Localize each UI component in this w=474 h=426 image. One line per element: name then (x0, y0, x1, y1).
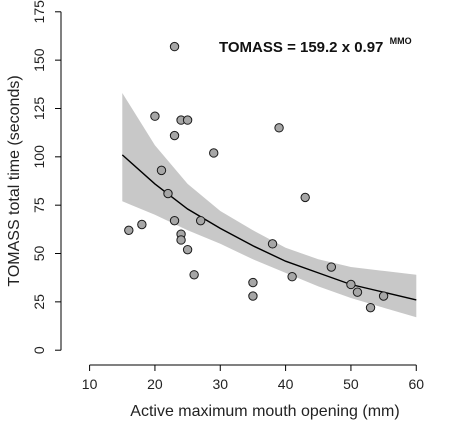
confidence-band-layer (122, 93, 417, 318)
x-axis-title: Active maximum mouth opening (mm) (130, 403, 399, 420)
y-tick-label: 125 (31, 97, 47, 121)
data-point (169, 215, 180, 226)
data-point (346, 279, 356, 290)
data-point (176, 235, 186, 245)
y-axis-title: TOMASS total time (seconds) (6, 75, 23, 286)
x-tick-label: 20 (147, 376, 163, 392)
model-formula-text: TOMASS = 159.2 x 0.97 (219, 39, 383, 56)
data-point (365, 302, 376, 313)
y-tick-label: 0 (31, 346, 47, 354)
data-point (124, 225, 134, 236)
data-point (248, 291, 258, 301)
data-point (300, 192, 310, 203)
data-point (195, 215, 206, 226)
data-point (326, 262, 337, 272)
x-tick-label: 10 (82, 376, 98, 392)
y-tick-label: 100 (31, 145, 47, 169)
data-point (189, 270, 199, 280)
model-formula-annotation: TOMASS = 159.2 x 0.97 MMO (219, 36, 412, 56)
x-tick-label: 40 (278, 376, 294, 392)
data-point (182, 244, 193, 255)
data-point (182, 115, 193, 125)
data-points-layer (124, 41, 389, 313)
x-tick-label: 60 (408, 376, 424, 392)
data-point (169, 41, 180, 52)
data-point (137, 219, 147, 230)
data-point (274, 123, 284, 133)
model-formula-superscript: MMO (390, 36, 412, 46)
axes-layer: 0 25 50 75 100 125 150 175 10 20 30 40 50 60 (31, 0, 424, 392)
data-point (209, 148, 219, 158)
y-tick-label: 150 (31, 48, 47, 72)
data-point (267, 239, 278, 249)
x-tick-label: 30 (212, 376, 228, 392)
y-tick-label: 175 (31, 0, 47, 23)
data-point (378, 291, 389, 301)
data-point (163, 188, 173, 199)
x-tick-label: 50 (343, 376, 359, 392)
y-tick-label: 50 (31, 246, 47, 262)
y-tick-label: 25 (31, 294, 47, 310)
data-point (248, 277, 258, 288)
y-tick-label: 75 (31, 197, 47, 213)
confidence-band (122, 93, 417, 318)
data-point (169, 130, 180, 141)
data-point (156, 165, 167, 176)
data-point (352, 287, 363, 297)
data-point (150, 111, 160, 121)
data-point (287, 272, 297, 282)
